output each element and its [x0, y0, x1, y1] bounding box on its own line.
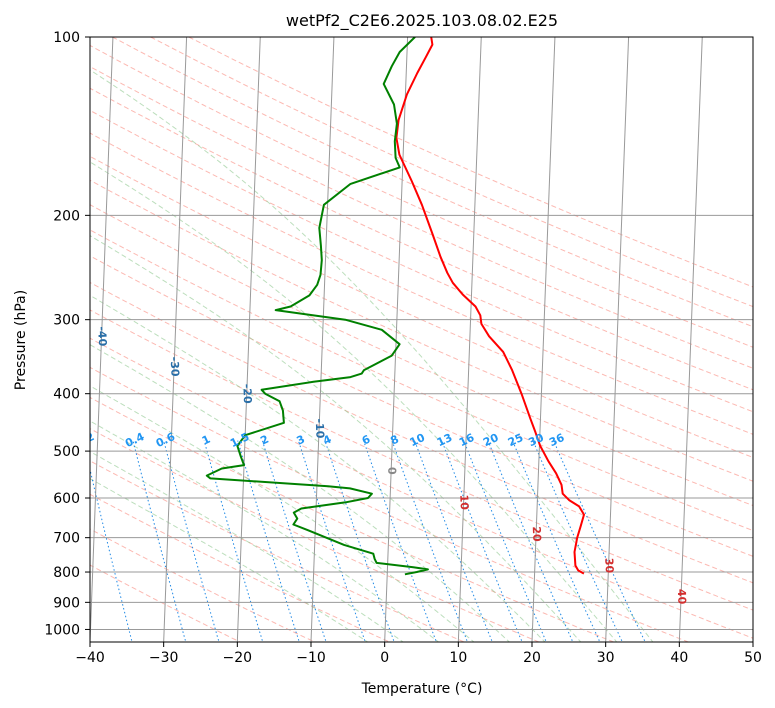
isotherm-line — [310, 37, 335, 642]
line-labels: -100-90-80-70-60-50-40-30-20-10010203040… — [73, 326, 689, 605]
temperature-profile — [395, 37, 585, 575]
isotherm-line — [236, 37, 261, 642]
dewpoint-profile — [205, 37, 429, 576]
moist-adiabat — [90, 69, 654, 642]
moist-adiabat — [90, 161, 618, 642]
y-tick-label: 500 — [53, 444, 80, 460]
dry-adiabat — [150, 37, 753, 308]
x-tick-label: 0 — [380, 650, 389, 666]
y-tick-label: 900 — [53, 595, 80, 611]
y-tick-label: 200 — [53, 208, 80, 224]
plot-frame — [89, 36, 754, 643]
y-tick-label: 1000 — [44, 622, 80, 638]
x-tick-label: 40 — [670, 650, 688, 666]
background-lines — [90, 37, 753, 642]
isotherm-label: 40 — [675, 589, 689, 605]
grid-lines — [90, 37, 753, 642]
y-tick-label: 300 — [53, 313, 80, 329]
isotherm-label: 30 — [602, 558, 616, 574]
y-tick-label: 700 — [53, 531, 80, 547]
moist-adiabat — [90, 344, 511, 642]
y-tick-label: 400 — [53, 387, 80, 403]
x-axis: −40 −30 −20 −10 0 10 20 30 40 50 — [75, 642, 762, 666]
x-tick-label: −30 — [149, 650, 179, 666]
moist-adiabat — [90, 385, 475, 642]
mixing-ratio-label: 30 — [526, 431, 546, 449]
x-tick-label: 10 — [449, 650, 467, 666]
x-tick-label: 20 — [523, 650, 541, 666]
dry-adiabat — [90, 281, 753, 584]
mixing-ratio-line — [553, 440, 646, 642]
mixing-ratio-line — [163, 440, 220, 642]
isotherm-label: 10 — [457, 494, 471, 510]
chart-title: wetPf2_C2E6.2025.103.08.02.E25 — [286, 11, 558, 31]
isotherm-line — [384, 37, 409, 642]
isotherm-label: -30 — [168, 356, 182, 377]
mixing-ratio-label: 10 — [408, 431, 428, 449]
y-tick-label: 600 — [53, 491, 80, 507]
y-axis-title: Pressure (hPa) — [13, 290, 29, 390]
dry-adiabat — [90, 309, 753, 611]
dry-adiabat — [112, 37, 753, 328]
moist-adiabat — [90, 420, 440, 642]
dry-adiabat — [90, 132, 753, 435]
mixing-ratio-label: 0.2 — [73, 430, 96, 450]
dry-adiabat — [90, 66, 753, 369]
isotherm-line — [163, 37, 188, 642]
mixing-ratio-line — [90, 467, 133, 642]
mixing-ratio-line — [391, 440, 469, 642]
x-tick-label: 30 — [597, 650, 615, 666]
mixing-ratio-line — [463, 440, 547, 642]
isotherm-label: 0 — [385, 467, 398, 475]
isotherm-label: -10 — [313, 418, 327, 439]
isotherm-label: 20 — [530, 526, 544, 542]
mixing-ratio-line — [441, 440, 523, 642]
x-axis-title: Temperature (°C) — [361, 681, 483, 697]
dry-adiabat — [90, 255, 753, 557]
mixing-ratio-line — [261, 440, 327, 642]
mixing-ratio-line — [132, 440, 187, 642]
isotherm-line — [605, 37, 630, 642]
y-tick-label: 800 — [53, 565, 80, 581]
x-tick-label: −10 — [296, 650, 326, 666]
dry-adiabat — [90, 204, 753, 507]
isotherm-line — [678, 37, 703, 642]
moist-adiabat — [90, 450, 404, 642]
isotherm-line — [531, 37, 556, 642]
mixing-ratio-label: 13 — [435, 431, 454, 449]
dry-adiabat — [90, 396, 615, 642]
x-tick-label: 50 — [744, 650, 762, 666]
isotherm-line — [90, 37, 114, 642]
isotherm-label: -20 — [240, 384, 254, 405]
mixing-ratio-line — [414, 440, 493, 642]
y-tick-label: 100 — [53, 30, 80, 46]
y-axis: 100 200 300 400 500 600 700 800 900 1000 — [44, 30, 90, 638]
profiles — [205, 37, 585, 576]
mixing-ratio-label: 25 — [506, 431, 525, 449]
dry-adiabat — [90, 229, 753, 532]
mixing-ratio-label: 16 — [457, 431, 477, 449]
isotherm-label: -40 — [95, 326, 109, 347]
x-tick-label: −20 — [223, 650, 253, 666]
isotherm-line — [457, 37, 482, 642]
mixing-ratio-label: 36 — [547, 431, 567, 449]
x-tick-label: −40 — [75, 650, 105, 666]
moist-adiabat — [90, 235, 582, 642]
mixing-ratio-label: 20 — [481, 431, 501, 449]
mixing-ratio-line — [297, 440, 366, 642]
